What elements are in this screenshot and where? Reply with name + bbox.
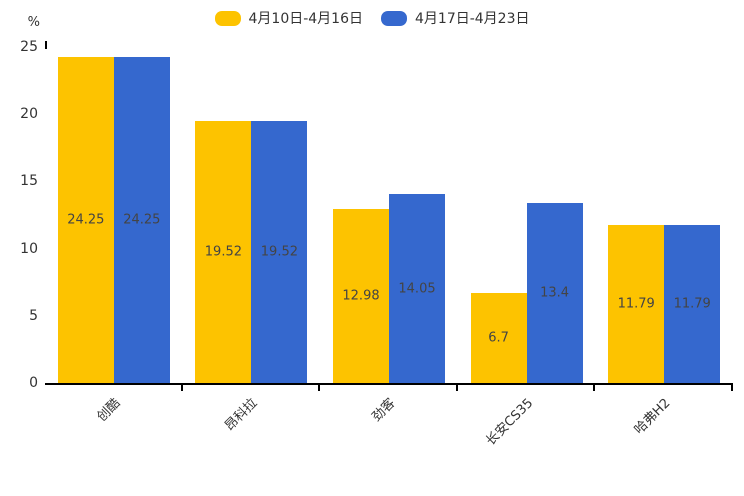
x-category-label[interactable]: 劲客 (369, 395, 399, 425)
bar-series2-5[interactable]: 11.79 (664, 225, 721, 383)
x-axis-tick (593, 385, 596, 391)
bar-series1-4[interactable]: 6.7 (470, 293, 527, 383)
bar-value-label: 12.98 (342, 288, 380, 304)
bar-series1-1[interactable]: 24.25 (57, 57, 114, 383)
legend-label-week2: 4月17日-4月23日 (415, 11, 530, 27)
bar-series2-3[interactable]: 14.05 (389, 194, 445, 383)
legend-item-week1[interactable]: 4月10日-4月16日 (214, 8, 364, 28)
bar-value-label: 14.05 (398, 281, 436, 296)
bar-value-label: 6.7 (488, 330, 509, 346)
bar-value-label: 13.4 (540, 285, 570, 301)
legend: 4月10日-4月16日 4月17日-4月23日 (0, 8, 744, 28)
bar-value-label: 24.25 (123, 212, 161, 228)
bar-series1-2[interactable]: 19.52 (195, 121, 252, 383)
x-category-label[interactable]: 长安CS35 (483, 395, 537, 449)
legend-swatch-yellow (214, 10, 241, 26)
y-tick-label: 25 (20, 39, 38, 55)
bar-value-label: 11.79 (673, 296, 711, 312)
bar-value-label: 11.79 (617, 296, 655, 312)
y-tick-label: 0 (29, 375, 38, 391)
bar-series2-1[interactable]: 24.25 (113, 57, 170, 383)
y-axis-unit-label: % (27, 15, 40, 30)
y-axis-zero-tick (45, 41, 47, 49)
legend-item-week2[interactable]: 4月17日-4月23日 (381, 8, 530, 28)
x-axis-tick (731, 385, 733, 391)
x-axis-tick (455, 385, 458, 391)
y-tick-label: 5 (29, 307, 38, 324)
x-category-label[interactable]: 哈弗H2 (631, 395, 674, 438)
y-tick-label: 20 (20, 106, 38, 123)
plot-area: 24.25 24.25 19.52 19.52 12.98 14.05 6.7 13.4 11.… (45, 41, 733, 385)
y-tick-label: 15 (20, 173, 38, 190)
bar-series2-4[interactable]: 13.4 (526, 203, 583, 383)
y-tick-label: 10 (20, 240, 38, 257)
bar-value-label: 24.25 (67, 212, 105, 228)
legend-label-week1: 4月10日-4月16日 (248, 11, 364, 27)
bar-series1-3[interactable]: 12.98 (333, 209, 389, 383)
x-category-label[interactable]: 昂科拉 (222, 395, 261, 435)
legend-swatch-blue (381, 10, 407, 26)
x-axis-tick (318, 385, 321, 391)
x-axis-tick (180, 385, 183, 391)
x-category-label[interactable]: 创酷 (94, 395, 124, 425)
bar-value-label: 19.52 (260, 244, 298, 260)
bar-series1-5[interactable]: 11.79 (608, 225, 665, 383)
bar-value-label: 19.52 (204, 244, 242, 260)
bar-series2-2[interactable]: 19.52 (251, 121, 308, 383)
